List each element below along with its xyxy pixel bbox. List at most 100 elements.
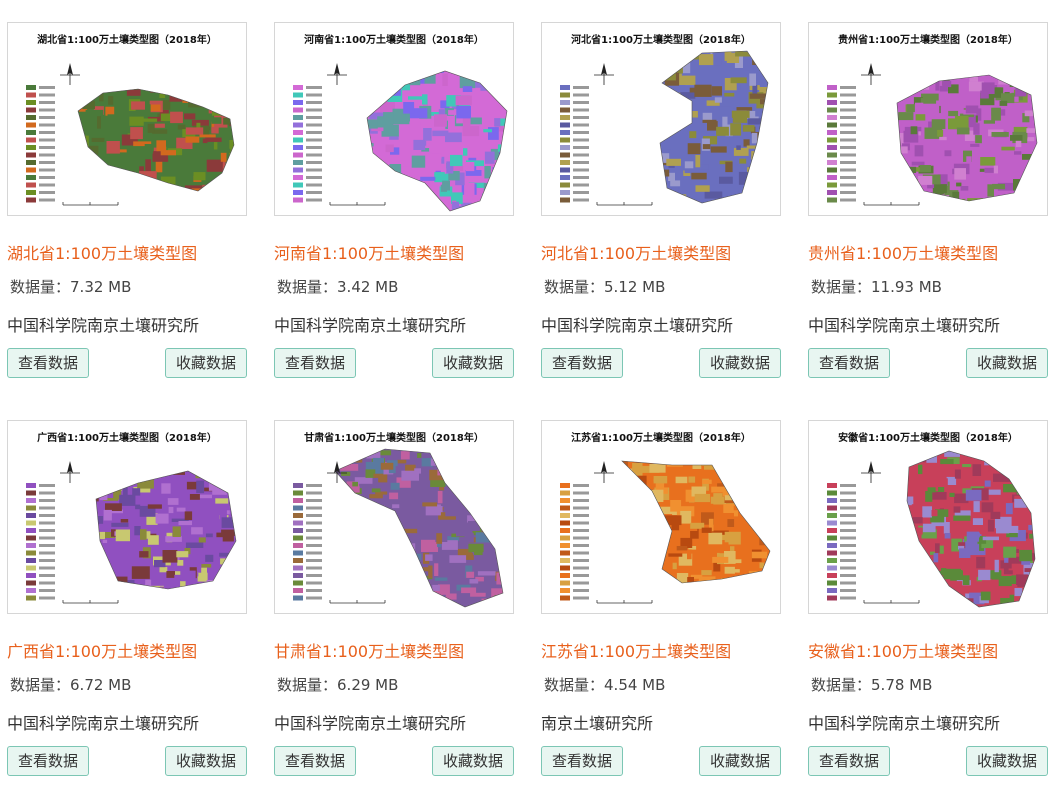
favorite-data-button[interactable]: 收藏数据 bbox=[165, 348, 247, 378]
map-legend bbox=[293, 483, 322, 601]
scale-bar-icon bbox=[863, 202, 920, 206]
map-thumbnail[interactable]: 河北省1:100万土壤类型图（2018年） bbox=[541, 22, 781, 216]
data-size-value: 5.12 MB bbox=[604, 278, 666, 296]
dataset-title[interactable]: 贵州省1:100万土壤类型图 bbox=[808, 244, 999, 263]
data-size-label: 数据量： bbox=[811, 676, 872, 694]
favorite-data-button[interactable]: 收藏数据 bbox=[966, 746, 1048, 776]
thumbnail-title: 安徽省1:100万土壤类型图（2018年） bbox=[838, 433, 1018, 444]
scale-bar-icon bbox=[62, 202, 119, 206]
data-size-label: 数据量： bbox=[10, 676, 71, 694]
soil-map-graphic bbox=[827, 450, 1036, 608]
soil-map-graphic bbox=[293, 448, 504, 608]
scale-bar-icon bbox=[62, 600, 119, 604]
data-size-value: 7.32 MB bbox=[70, 278, 132, 296]
map-legend bbox=[827, 483, 856, 601]
favorite-data-button[interactable]: 收藏数据 bbox=[432, 348, 514, 378]
map-legend bbox=[560, 85, 589, 203]
thumbnail-title: 湖北省1:100万土壤类型图（2018年） bbox=[37, 35, 217, 46]
north-arrow-icon bbox=[60, 63, 80, 85]
view-data-button[interactable]: 查看数据 bbox=[274, 348, 356, 378]
data-size-value: 11.93 MB bbox=[871, 278, 942, 296]
data-size-value: 4.54 MB bbox=[604, 676, 666, 694]
soil-map-graphic bbox=[560, 460, 771, 604]
soil-map-graphic bbox=[26, 461, 237, 604]
soil-map-graphic bbox=[26, 63, 235, 206]
scale-bar-icon bbox=[329, 600, 386, 604]
data-size: 数据量：6.72 MB bbox=[10, 674, 131, 695]
view-data-button[interactable]: 查看数据 bbox=[808, 348, 890, 378]
map-legend bbox=[26, 483, 55, 601]
dataset-title[interactable]: 河北省1:100万土壤类型图 bbox=[541, 244, 732, 263]
thumbnail-title: 河北省1:100万土壤类型图（2018年） bbox=[571, 35, 751, 46]
dataset-title[interactable]: 湖北省1:100万土壤类型图 bbox=[7, 244, 198, 263]
data-size: 数据量：5.78 MB bbox=[811, 674, 932, 695]
soil-map-graphic bbox=[560, 50, 769, 206]
view-data-button[interactable]: 查看数据 bbox=[541, 746, 623, 776]
data-provider: 中国科学院南京土壤研究所 bbox=[7, 316, 200, 335]
data-size: 数据量：7.32 MB bbox=[10, 276, 131, 297]
data-provider: 中国科学院南京土壤研究所 bbox=[808, 714, 1001, 733]
data-size: 数据量：11.93 MB bbox=[811, 276, 942, 297]
data-provider: 中国科学院南京土壤研究所 bbox=[274, 316, 467, 335]
map-thumbnail[interactable]: 广西省1:100万土壤类型图（2018年） bbox=[7, 420, 247, 614]
data-size: 数据量：3.42 MB bbox=[277, 276, 398, 297]
dataset-title[interactable]: 广西省1:100万土壤类型图 bbox=[7, 642, 198, 661]
data-size-label: 数据量： bbox=[544, 278, 605, 296]
scale-bar-icon bbox=[596, 600, 653, 604]
map-thumbnail[interactable]: 甘肃省1:100万土壤类型图（2018年） bbox=[274, 420, 514, 614]
data-size: 数据量：5.12 MB bbox=[544, 276, 665, 297]
dataset-title[interactable]: 甘肃省1:100万土壤类型图 bbox=[274, 642, 465, 661]
dataset-title[interactable]: 江苏省1:100万土壤类型图 bbox=[541, 642, 732, 661]
map-legend bbox=[560, 483, 589, 601]
soil-map-graphic bbox=[293, 63, 508, 212]
north-arrow-icon bbox=[594, 461, 614, 483]
thumbnail-title: 江苏省1:100万土壤类型图（2018年） bbox=[571, 433, 751, 444]
data-size: 数据量：4.54 MB bbox=[544, 674, 665, 695]
map-thumbnail[interactable]: 河南省1:100万土壤类型图（2018年） bbox=[274, 22, 514, 216]
favorite-data-button[interactable]: 收藏数据 bbox=[699, 746, 781, 776]
north-arrow-icon bbox=[60, 461, 80, 483]
thumbnail-title: 甘肃省1:100万土壤类型图（2018年） bbox=[304, 433, 484, 444]
data-size-value: 6.29 MB bbox=[337, 676, 399, 694]
data-provider: 中国科学院南京土壤研究所 bbox=[541, 316, 734, 335]
map-thumbnail[interactable]: 贵州省1:100万土壤类型图（2018年） bbox=[808, 22, 1048, 216]
favorite-data-button[interactable]: 收藏数据 bbox=[432, 746, 514, 776]
data-provider: 南京土壤研究所 bbox=[541, 714, 654, 733]
data-provider: 中国科学院南京土壤研究所 bbox=[7, 714, 200, 733]
data-size-label: 数据量： bbox=[811, 278, 872, 296]
view-data-button[interactable]: 查看数据 bbox=[7, 348, 89, 378]
map-thumbnail[interactable]: 江苏省1:100万土壤类型图（2018年） bbox=[541, 420, 781, 614]
north-arrow-icon bbox=[327, 63, 347, 85]
data-size: 数据量：6.29 MB bbox=[277, 674, 398, 695]
north-arrow-icon bbox=[594, 63, 614, 85]
data-size-label: 数据量： bbox=[277, 278, 338, 296]
dataset-title[interactable]: 河南省1:100万土壤类型图 bbox=[274, 244, 465, 263]
scale-bar-icon bbox=[329, 202, 386, 206]
map-thumbnail[interactable]: 湖北省1:100万土壤类型图（2018年） bbox=[7, 22, 247, 216]
data-size-label: 数据量： bbox=[277, 676, 338, 694]
favorite-data-button[interactable]: 收藏数据 bbox=[165, 746, 247, 776]
map-thumbnail[interactable]: 安徽省1:100万土壤类型图（2018年） bbox=[808, 420, 1048, 614]
dataset-title[interactable]: 安徽省1:100万土壤类型图 bbox=[808, 642, 999, 661]
scale-bar-icon bbox=[596, 202, 653, 206]
data-size-label: 数据量： bbox=[544, 676, 605, 694]
thumbnail-title: 广西省1:100万土壤类型图（2018年） bbox=[37, 433, 217, 444]
view-data-button[interactable]: 查看数据 bbox=[808, 746, 890, 776]
data-provider: 中国科学院南京土壤研究所 bbox=[274, 714, 467, 733]
favorite-data-button[interactable]: 收藏数据 bbox=[699, 348, 781, 378]
thumbnail-title: 河南省1:100万土壤类型图（2018年） bbox=[304, 35, 484, 46]
favorite-data-button[interactable]: 收藏数据 bbox=[966, 348, 1048, 378]
view-data-button[interactable]: 查看数据 bbox=[541, 348, 623, 378]
data-provider: 中国科学院南京土壤研究所 bbox=[808, 316, 1001, 335]
data-size-value: 6.72 MB bbox=[70, 676, 132, 694]
north-arrow-icon bbox=[327, 461, 347, 483]
map-legend bbox=[293, 85, 322, 203]
scale-bar-icon bbox=[863, 600, 920, 604]
thumbnail-title: 贵州省1:100万土壤类型图（2018年） bbox=[838, 35, 1018, 46]
map-legend bbox=[26, 85, 55, 203]
north-arrow-icon bbox=[861, 63, 881, 85]
view-data-button[interactable]: 查看数据 bbox=[274, 746, 356, 776]
data-size-value: 5.78 MB bbox=[871, 676, 933, 694]
map-legend bbox=[827, 85, 856, 203]
view-data-button[interactable]: 查看数据 bbox=[7, 746, 89, 776]
